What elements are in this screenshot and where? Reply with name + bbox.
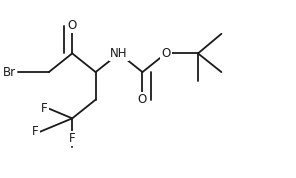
Text: Br: Br: [3, 66, 16, 79]
Text: F: F: [41, 102, 47, 115]
Text: F: F: [32, 125, 38, 138]
Text: O: O: [67, 19, 77, 32]
Text: O: O: [161, 47, 170, 60]
Text: O: O: [138, 93, 147, 106]
Text: NH: NH: [110, 47, 128, 60]
Text: F: F: [69, 132, 75, 145]
